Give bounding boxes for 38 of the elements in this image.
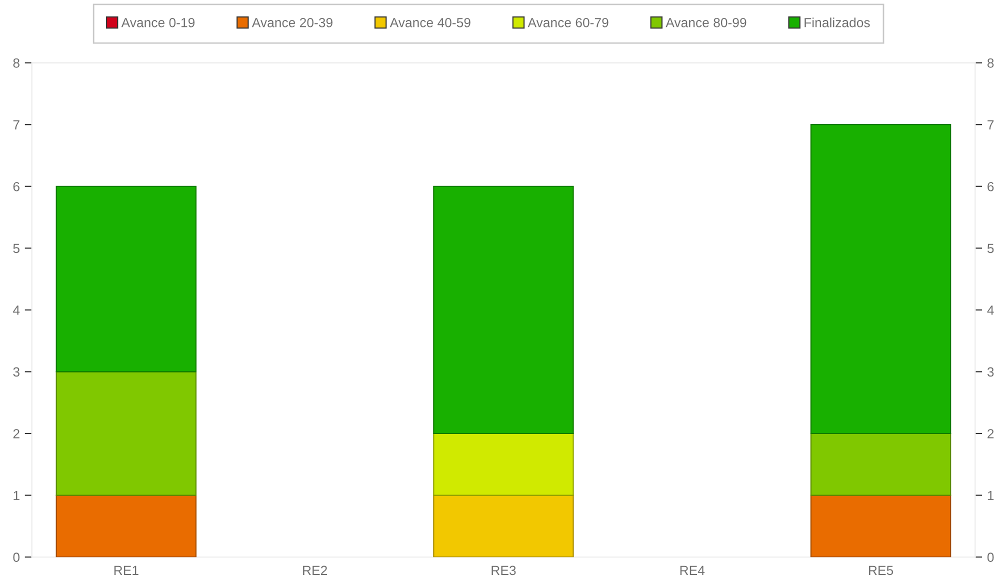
y2-tick-label: 2: [988, 429, 994, 438]
y2-tick-label: 5: [987, 244, 994, 254]
y2-tick-label: 6: [988, 182, 994, 192]
x-tick-label: RE1: [114, 566, 138, 575]
bar: [56, 186, 197, 372]
bar: [433, 494, 574, 558]
bar: [810, 432, 952, 496]
y-tick-label: 6: [13, 182, 20, 192]
y-tick-label: 5: [13, 244, 20, 254]
legend-label: Avance 40-59: [390, 18, 470, 28]
x-tick-label: RE3: [492, 566, 516, 576]
y-tick-label: 0: [13, 552, 20, 562]
bar: [810, 494, 952, 558]
y2-tick-label: 3: [987, 367, 994, 377]
legend-label: Finalizados: [804, 18, 870, 28]
y2-tick-label: 1: [988, 490, 994, 500]
x-tick-label: RE5: [869, 566, 894, 576]
y2-tick-label: 4: [987, 306, 994, 315]
y-tick-label: 2: [13, 429, 20, 438]
y2-tick-label: 8: [987, 58, 994, 68]
y2-tick-label: 7: [988, 120, 994, 130]
x-tick-label: RE4: [680, 566, 705, 575]
y-tick-label: 4: [13, 306, 20, 315]
legend-label: Avance 80-99: [666, 18, 746, 28]
y2-tick-label: 0: [987, 552, 994, 562]
y-tick-label: 8: [13, 58, 20, 68]
bar: [433, 432, 574, 496]
y-tick-label: 1: [14, 490, 20, 500]
y-tick-label: 3: [13, 367, 20, 377]
bar: [433, 186, 574, 434]
bar: [810, 124, 952, 434]
x-tick-label: RE2: [303, 566, 327, 575]
legend-label: Avance 20-39: [252, 18, 332, 28]
legend-label: Avance 60-79: [528, 18, 608, 28]
bar: [56, 371, 197, 496]
legend-label: Avance 0-19: [121, 18, 195, 28]
y-tick-label: 7: [13, 120, 20, 130]
bar: [56, 494, 197, 558]
